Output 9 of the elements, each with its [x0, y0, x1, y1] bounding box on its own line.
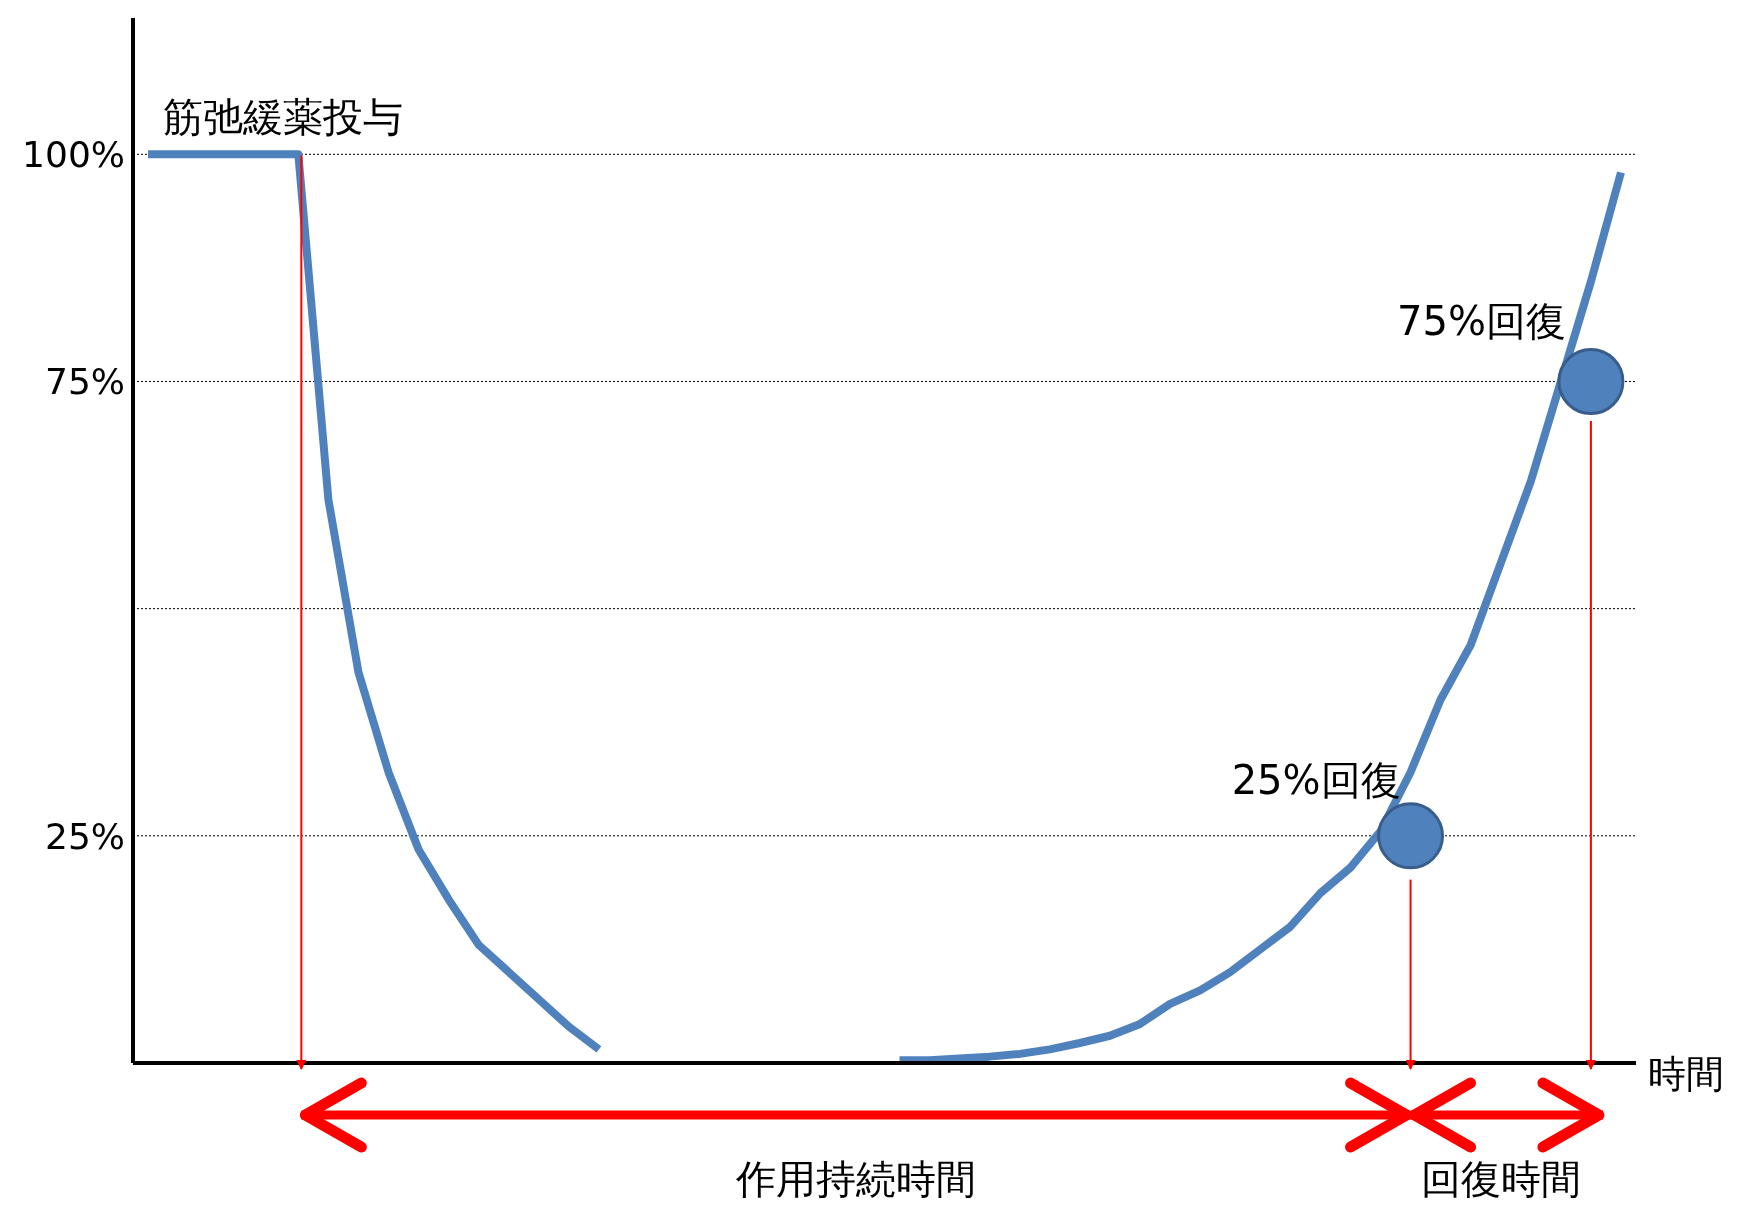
y-tick-label: 100%	[22, 134, 125, 176]
y-tick-label: 75%	[44, 361, 125, 403]
text: 回復時間	[1420, 1156, 1581, 1202]
annotation: 筋弛緩薬投与	[163, 93, 403, 140]
annotation: 75%回復	[1397, 297, 1566, 344]
annotation: 25%回復	[1231, 756, 1401, 803]
x-axis-title: 時間	[1648, 1052, 1724, 1096]
y-tick-label: 25%	[44, 815, 125, 857]
text: 作用持続時間	[734, 1156, 976, 1202]
